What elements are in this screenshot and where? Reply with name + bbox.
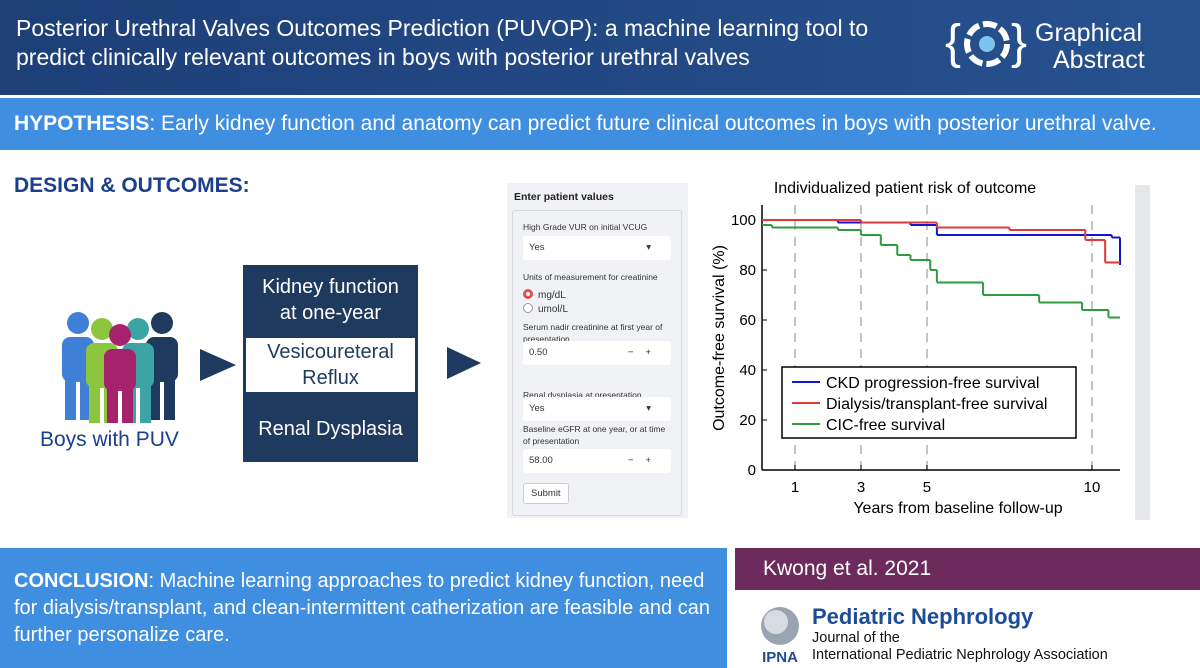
people-caption: Boys with PUV [40,428,179,451]
y-tick-label: 60 [739,312,756,329]
chart-title: Individualized patient risk of outcome [774,180,1036,197]
conclusion: CONCLUSION: Machine learning approaches … [0,548,727,649]
input-box: Kidney function at one-year [243,265,418,335]
logo-brace: } [1011,16,1027,69]
y-tick-label: 100 [731,212,756,229]
subtitle-line: International Pediatric Nephrology Assoc… [812,647,1108,663]
chart: Individualized patient risk of outcome O… [711,180,1150,520]
arrow [200,349,236,381]
logo: { } Graphical Abstract [945,16,1145,74]
field-input[interactable]: 0.50 −+ [523,341,671,365]
y-tick-label: 40 [739,362,756,379]
legend-box [781,366,1077,439]
input-form: Enter patient values High Grade VUR on i… [507,183,688,518]
radio-label: mg/dL [538,290,566,301]
header-band [0,0,1200,95]
y-tick-label: 20 [739,412,756,429]
title-line: predict clinically relevant outcomes in … [16,44,750,70]
field-value: 0.50 [529,347,548,358]
radio-dot[interactable] [523,303,533,313]
title-line: Posterior Urethral Valves Outcomes Predi… [16,15,869,41]
title: Posterior Urethral Valves Outcomes Predi… [16,14,868,72]
scrollbar [1135,185,1150,520]
field-input[interactable]: Yes ▾ [523,397,671,421]
conclusion-text: : Machine learning approaches to predict… [14,570,710,646]
field-control[interactable]: ▾ [646,403,663,414]
logo-core [979,36,995,52]
logo-ring [964,21,1010,67]
field-value: 58.00 [529,455,553,466]
arrow [447,347,481,379]
person [62,312,94,420]
logo-text: Graphical [1035,19,1142,47]
radio-label: umol/L [538,304,569,315]
field-control[interactable]: −+ [627,455,663,466]
form-title: Enter patient values [514,191,614,203]
x-tick-label: 10 [1084,479,1101,496]
x-tick-label: 5 [923,479,931,496]
field-value: Yes [529,403,545,414]
radio-dot[interactable] [523,289,533,299]
logo-brace: { [945,16,961,69]
field-label: Serum nadir creatinine at first year of … [523,322,663,344]
conclusion-label: CONCLUSION [14,570,149,592]
society-logo: IPNA [761,607,799,666]
x-tick-label: 1 [791,479,799,496]
x-axis-label: Years from baseline follow-up [853,500,1062,517]
radio-option[interactable]: umol/L [523,303,568,315]
globe-highlight [764,610,788,634]
legend-label: Dialysis/transplant-free survival [826,396,1047,413]
hypothesis-text: : Early kidney function and anatomy can … [149,112,1157,135]
field-control[interactable]: ▾ [646,242,663,253]
subtitle-line: Journal of the [812,630,900,646]
field-label: Units of measurement for creatinine [523,272,658,282]
field-value: Yes [529,242,545,253]
input-box: Renal Dysplasia [243,395,418,462]
y-tick-label: 80 [739,262,756,279]
journal-subtitle: Journal of the International Pediatric N… [812,630,1108,664]
y-axis-label: Outcome-free survival (%) [711,245,728,431]
person [104,324,136,423]
field-label: Renal dysplasia at presentation [523,390,642,400]
field-input[interactable]: 58.00 −+ [523,449,671,473]
field-control[interactable]: −+ [627,347,663,358]
legend-label: CIC-free survival [826,417,945,434]
hypothesis-band: HYPOTHESIS: Early kidney function and an… [0,98,1200,150]
submit-button[interactable]: Submit [523,483,569,504]
logo-text: Abstract [1053,46,1145,74]
design-label: DESIGN & OUTCOMES: [14,174,250,197]
field-label: High Grade VUR on initial VCUG [523,222,648,232]
radio-option[interactable]: mg/dL [523,289,566,301]
field-label: Baseline eGFR at one year, or at time of… [523,424,666,446]
legend-label: CKD progression-free survival [826,375,1039,392]
input-box: Vesicoureteral Reflux [243,335,418,395]
journal-name: Pediatric Nephrology [812,604,1034,629]
form-panel: High Grade VUR on initial VCUG Yes ▾ Units … [512,210,682,516]
y-tick-label: 0 [748,462,756,479]
field-input[interactable]: Yes ▾ [523,236,671,260]
conclusion-band: CONCLUSION: Machine learning approaches … [0,548,727,668]
x-tick-label: 3 [857,479,865,496]
society-name: IPNA [762,649,798,666]
people-icons [62,312,236,423]
hypothesis-label: HYPOTHESIS [14,112,150,135]
citation: Kwong et al. 2021 [735,548,1200,590]
